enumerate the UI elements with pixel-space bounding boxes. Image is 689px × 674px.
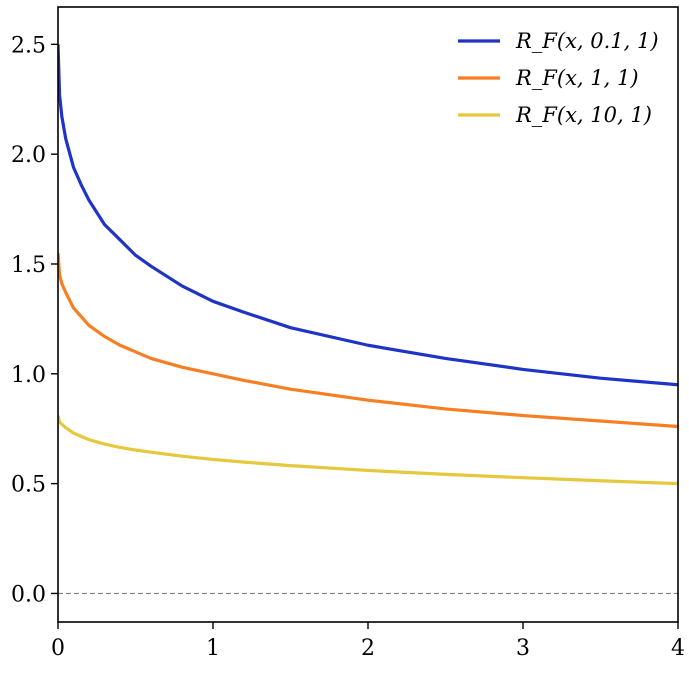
axes — [57, 6, 679, 623]
y-tick-label: 1.0 — [11, 363, 46, 388]
y-tick-label: 0.0 — [11, 582, 46, 607]
x-axis-ticks: 0 1 2 3 4 — [51, 622, 685, 661]
x-tick-label: 3 — [516, 636, 530, 661]
y-tick-label: 1.5 — [11, 253, 46, 278]
y-axis-ticks: 0.0 0.5 1.0 1.5 2.0 2.5 — [11, 33, 58, 607]
legend: R_F(x, 0.1, 1) R_F(x, 1, 1) R_F(x, 10, 1) — [458, 29, 659, 127]
legend-label-1: R_F(x, 0.1, 1) — [515, 29, 659, 53]
x-tick-label: 2 — [361, 636, 375, 661]
y-tick-label: 2.0 — [11, 143, 46, 168]
legend-label-3: R_F(x, 10, 1) — [515, 103, 652, 127]
series-line-2 — [58, 252, 678, 429]
x-tick-label: 1 — [206, 636, 220, 661]
y-tick-label: 2.5 — [11, 33, 46, 58]
series-line-3 — [58, 415, 678, 486]
y-tick-label: 0.5 — [11, 473, 46, 498]
series-layer — [58, 44, 678, 486]
legend-label-2: R_F(x, 1, 1) — [515, 66, 639, 90]
x-tick-label: 4 — [671, 636, 685, 661]
series-line-1 — [58, 44, 678, 387]
x-tick-label: 0 — [51, 636, 65, 661]
plot-frame — [57, 6, 679, 623]
